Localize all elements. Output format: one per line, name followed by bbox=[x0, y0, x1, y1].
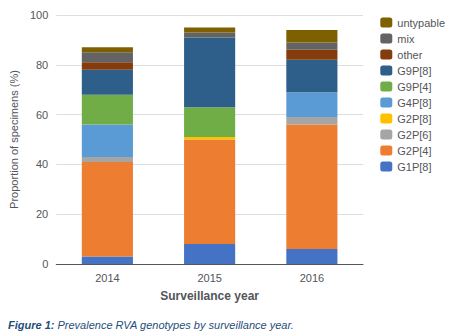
svg-text:0: 0 bbox=[42, 258, 48, 270]
svg-text:20: 20 bbox=[36, 208, 48, 220]
svg-text:40: 40 bbox=[36, 158, 48, 170]
svg-text:100: 100 bbox=[30, 9, 48, 21]
svg-text:Prevalence RVA genotypes by su: Prevalence RVA genotypes by surveillance… bbox=[58, 319, 294, 331]
svg-text:G9P[4]: G9P[4] bbox=[397, 81, 431, 93]
svg-text:G2P[6]: G2P[6] bbox=[397, 129, 431, 141]
svg-text:G4P[8]: G4P[8] bbox=[397, 97, 431, 109]
svg-text:Figure 1:: Figure 1: bbox=[8, 319, 58, 331]
svg-text:other: other bbox=[397, 49, 422, 61]
svg-text:2015: 2015 bbox=[197, 272, 221, 284]
svg-text:G2P[4]: G2P[4] bbox=[397, 145, 431, 157]
svg-text:80: 80 bbox=[36, 59, 48, 71]
svg-text:2014: 2014 bbox=[95, 272, 119, 284]
svg-text:G2P[8]: G2P[8] bbox=[397, 113, 431, 125]
svg-text:G9P[8]: G9P[8] bbox=[397, 65, 431, 77]
svg-text:Surveillance year: Surveillance year bbox=[160, 289, 259, 303]
svg-text:G1P[8]: G1P[8] bbox=[397, 161, 431, 173]
svg-text:untypable: untypable bbox=[397, 17, 445, 29]
svg-text:mix: mix bbox=[397, 33, 415, 45]
svg-text:Proportion of specimens (%): Proportion of specimens (%) bbox=[8, 70, 20, 209]
svg-text:2016: 2016 bbox=[300, 272, 324, 284]
svg-text:60: 60 bbox=[36, 109, 48, 121]
